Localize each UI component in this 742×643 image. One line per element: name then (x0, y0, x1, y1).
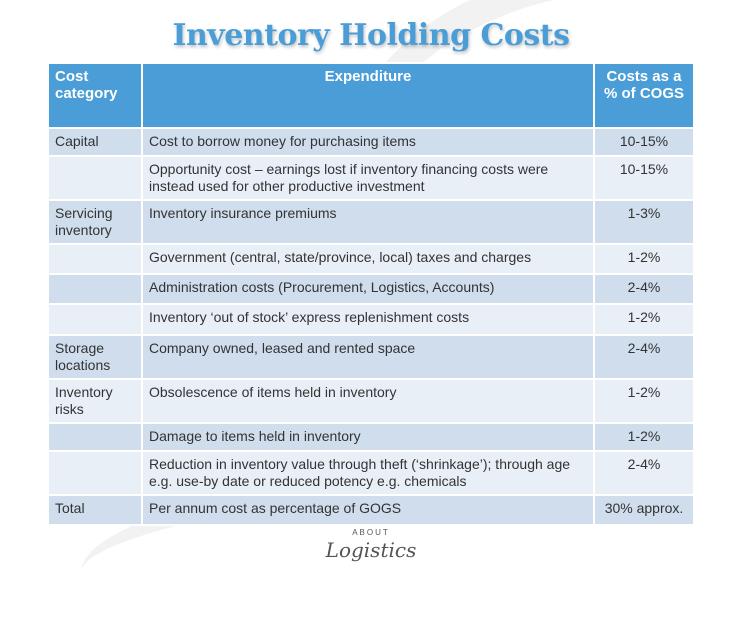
header-expenditure: Expenditure (141, 62, 595, 129)
cost-cell: 1-2% (593, 378, 695, 424)
table-row: Government (central, state/province, loc… (47, 243, 695, 275)
category-cell: Servicing inventory (47, 199, 143, 245)
expenditure-cell: Damage to items held in inventory (141, 422, 595, 452)
expenditure-cell: Cost to borrow money for purchasing item… (141, 127, 595, 157)
table-row: Inventory risks Obsolescence of items hel… (47, 378, 695, 424)
category-cell (47, 422, 143, 452)
page-content: Inventory Holding Costs Cost category Ex… (47, 18, 695, 562)
category-cell: Total (47, 494, 143, 526)
expenditure-cell: Per annum cost as percentage of GOGS (141, 494, 595, 526)
expenditure-cell: Inventory insurance premiums (141, 199, 595, 245)
table-row: Inventory ‘out of stock’ express repleni… (47, 303, 695, 336)
expenditure-cell: Government (central, state/province, loc… (141, 243, 595, 275)
expenditure-cell: Administration costs (Procurement, Logis… (141, 273, 595, 305)
table-row: Total Per annum cost as percentage of GOG… (47, 494, 695, 526)
cost-cell: 1-2% (593, 303, 695, 336)
cost-cell: 2-4% (593, 334, 695, 380)
expenditure-cell: Inventory ‘out of stock’ express repleni… (141, 303, 595, 336)
category-cell: Inventory risks (47, 378, 143, 424)
page-title: Inventory Holding Costs (172, 18, 570, 53)
cost-cell: 1-2% (593, 243, 695, 275)
cost-cell: 2-4% (593, 450, 695, 496)
table-row: Storage locations Company owned, leased a… (47, 334, 695, 380)
cost-cell: 10-15% (593, 155, 695, 201)
table-row: Servicing inventory Inventory insurance p… (47, 199, 695, 245)
cost-cell: 10-15% (593, 127, 695, 157)
expenditure-cell: Reduction in inventory value through the… (141, 450, 595, 496)
category-cell (47, 450, 143, 496)
category-cell (47, 273, 143, 305)
category-cell: Capital (47, 127, 143, 157)
cost-table: Cost category Expenditure Costs as a % o… (47, 62, 695, 526)
category-cell (47, 155, 143, 201)
expenditure-cell: Obsolescence of items held in inventory (141, 378, 595, 424)
logo-main: Logistics (325, 538, 417, 562)
logo-top: ABOUT (352, 528, 390, 537)
cost-cell: 30% approx. (593, 494, 695, 526)
category-cell (47, 243, 143, 275)
cost-cell: 1-2% (593, 422, 695, 452)
category-cell (47, 303, 143, 336)
expenditure-cell: Company owned, leased and rented space (141, 334, 595, 380)
table-row: Administration costs (Procurement, Logis… (47, 273, 695, 305)
table-row: Opportunity cost – earnings lost if inve… (47, 155, 695, 201)
cost-cell: 1-3% (593, 199, 695, 245)
header-cost: Costs as a % of COGS (593, 62, 695, 129)
table-row: Damage to items held in inventory 1-2% (47, 422, 695, 452)
table-row: Reduction in inventory value through the… (47, 450, 695, 496)
cost-cell: 2-4% (593, 273, 695, 305)
expenditure-cell: Opportunity cost – earnings lost if inve… (141, 155, 595, 201)
category-cell: Storage locations (47, 334, 143, 380)
table-row: Capital Cost to borrow money for purchasi… (47, 127, 695, 157)
header-category: Cost category (47, 62, 143, 129)
